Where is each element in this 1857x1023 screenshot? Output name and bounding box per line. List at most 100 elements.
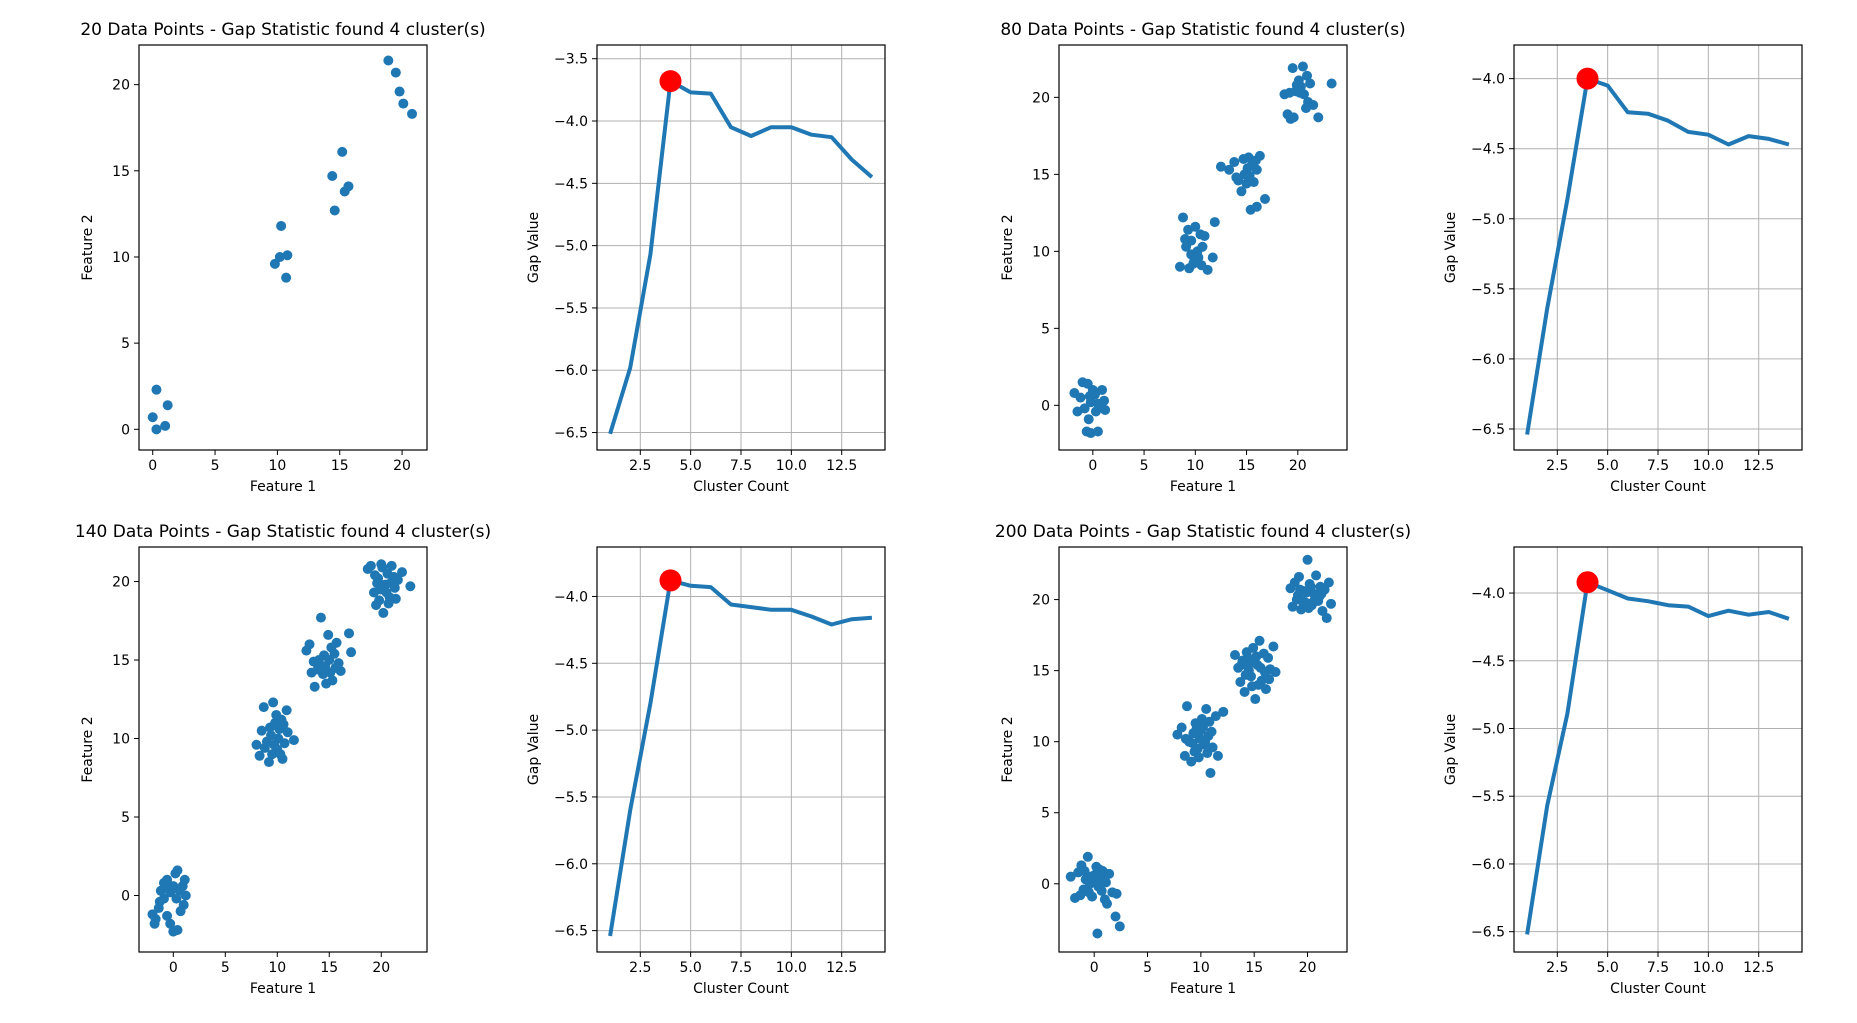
data-point [1193,752,1204,763]
data-point [251,739,262,750]
axes-frame [138,546,428,953]
y-axis-label: Feature 2 [1000,214,1016,280]
x-tick-label: 12.5 [826,458,857,474]
y-tick-label: 15 [1032,167,1050,183]
y-tick-label: −4.0 [1471,586,1505,602]
data-point [1251,651,1262,662]
data-point [1295,584,1306,595]
x-tick-label: 10 [268,960,286,976]
data-point [1294,87,1305,98]
x-tick-label: 10.0 [776,960,807,976]
data-point [1270,667,1281,678]
data-point [407,108,418,119]
y-axis-label: Gap Value [526,714,542,785]
y-tick-label: −5.0 [1471,212,1505,228]
data-point [1100,877,1111,888]
data-point [1079,866,1090,876]
data-point [330,662,341,673]
x-axis-label: Cluster Count [693,479,789,495]
data-point [162,874,173,885]
data-point [1287,63,1298,74]
data-point [1111,888,1122,899]
chart-6: 2.5 5.0 7.5 10.0 12.5 −6.5 −6.0 −5.5 −5.0 −4.5 −4.… [526,546,886,997]
data-point [383,598,394,609]
data-point [1302,554,1313,565]
y-tick-label: 5 [121,810,130,826]
data-point [282,727,293,738]
data-point [275,749,286,760]
chart-5: 0 5 10 15 20 0 5 10 15 20 Feature 1 Feature 2 140 Da… [75,522,491,997]
chart-7: 0 5 10 15 20 0 5 10 15 20 Feature 1 Feature 2 200 Da… [995,522,1411,997]
data-point [271,709,282,720]
data-point [398,98,409,109]
optimal-k-marker [1576,571,1599,594]
data-point [281,272,292,283]
data-point [1254,635,1265,646]
axes-frame [1058,44,1348,451]
y-axis-label: Gap Value [526,212,542,283]
y-tick-label: −4.5 [554,176,588,192]
data-point [1294,571,1304,582]
data-point [1210,711,1221,722]
data-point [1242,163,1253,174]
x-tick-label: 7.5 [1647,458,1669,474]
data-point [1251,201,1262,212]
data-point [377,562,388,573]
y-tick-label: −4.0 [554,589,588,605]
data-point [1202,748,1213,759]
data-point [288,735,299,746]
data-point [308,656,319,667]
y-axis-label: Feature 2 [1000,716,1016,782]
data-point [346,647,357,658]
data-point [171,893,182,904]
data-point [1097,384,1108,395]
data-point [389,582,400,593]
x-axis-label: Feature 1 [1170,981,1236,997]
data-point [265,722,276,733]
data-point [1096,885,1107,896]
x-tick-label: 5.0 [680,458,702,474]
data-point [1075,392,1086,403]
data-point [1297,61,1308,72]
data-point [372,578,383,589]
chart-title: 140 Data Points - Gap Statistic found 4 … [75,522,491,542]
data-point [1268,641,1279,652]
data-point [1321,613,1332,624]
data-point [1229,157,1240,168]
data-point [274,251,285,262]
y-tick-label: 20 [112,575,130,591]
x-tick-label: 20 [1289,458,1307,474]
data-point [1305,78,1316,89]
data-point [1082,851,1093,862]
data-point [276,220,287,231]
optimal-k-marker [1576,67,1599,90]
data-point [1247,681,1258,692]
data-point [329,205,340,216]
y-tick-label: 20 [112,78,130,94]
data-point [344,628,355,639]
y-tick-label: −4.5 [554,656,588,672]
x-tick-label: 12.5 [826,960,857,976]
data-point [1086,871,1096,882]
y-tick-label: −4.0 [1471,72,1505,88]
data-point [259,742,270,753]
data-point [1310,594,1320,605]
x-tick-label: 7.5 [1647,960,1669,976]
y-tick-label: −6.0 [554,363,588,379]
x-tick-label: 0 [169,960,178,976]
data-point [1196,260,1207,271]
x-axis-label: Feature 1 [250,981,316,997]
data-point [1205,767,1216,778]
data-point [179,874,190,885]
y-tick-label: −5.5 [1471,789,1505,805]
x-tick-label: 10 [268,458,286,474]
data-point [1180,733,1191,744]
data-point [365,560,376,571]
x-tick-label: 10.0 [1693,458,1724,474]
data-point [1218,706,1229,717]
data-point [151,384,162,395]
y-tick-label: 15 [1032,664,1050,680]
y-axis-label: Feature 2 [80,214,96,280]
data-point [1075,890,1086,901]
data-point [1238,153,1249,164]
